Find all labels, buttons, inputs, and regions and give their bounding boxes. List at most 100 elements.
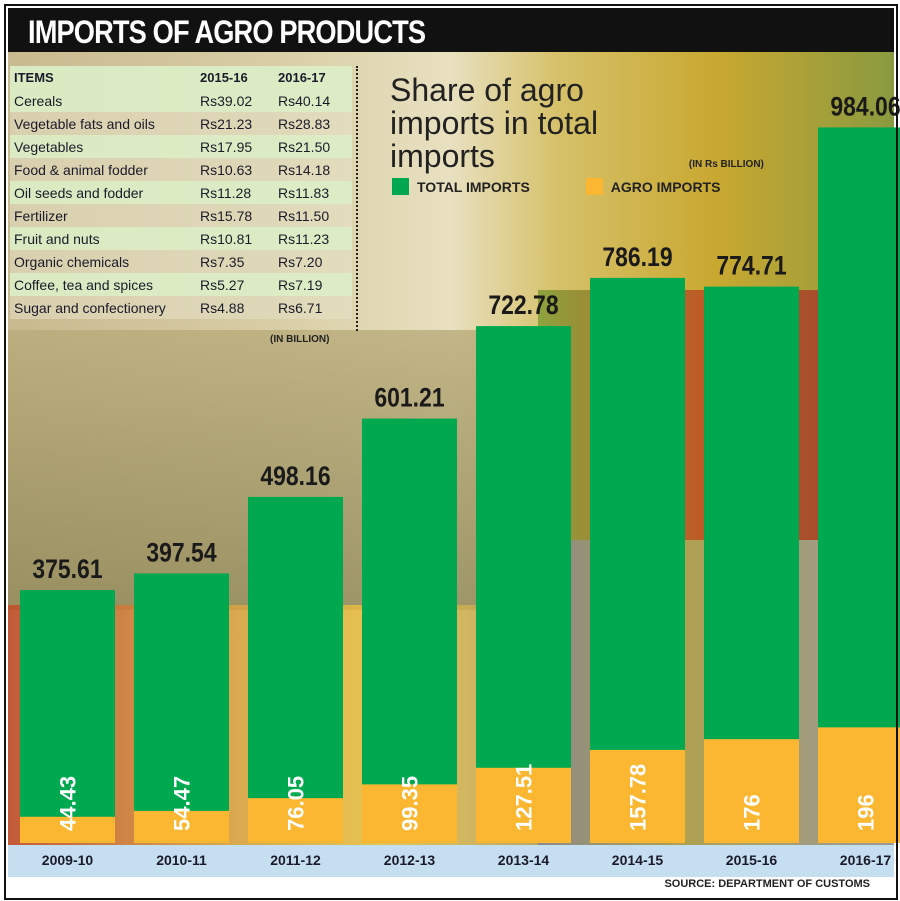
item-value: Rs11.50 [274,204,352,227]
bar-agro-imports [362,784,457,843]
table-row: Food & animal fodder Rs10.63 Rs14.18 [10,158,352,181]
bar-total-imports [362,418,457,843]
bar-agro-imports [20,816,115,843]
table-row: Sugar and confectionery Rs4.88 Rs6.71 [10,296,352,319]
table-unit-note: (IN BILLION) [270,334,330,345]
item-value: Rs11.28 [196,181,274,204]
bar-total-imports [20,590,115,843]
total-value-label: 601.21 [374,383,444,413]
item-name: Fruit and nuts [10,227,196,250]
page-title: IMPORTS OF AGRO PRODUCTS [28,14,426,50]
table-row: Organic chemicals Rs7.35 Rs7.20 [10,250,352,273]
agro-value-label: 76.05 [284,776,309,831]
x-tick-label: 2011-12 [270,852,321,868]
table-row: Cereals Rs39.02 Rs40.14 [10,89,352,112]
item-value: Rs14.18 [274,158,352,181]
agro-value-label: 176 [740,794,765,831]
item-name: Oil seeds and fodder [10,181,196,204]
bar-total-imports [476,326,571,843]
item-name: Vegetables [10,135,196,158]
legend: TOTAL IMPORTS AGRO IMPORTS [392,178,720,195]
item-value: Rs5.27 [196,273,274,296]
item-value: Rs21.23 [196,112,274,135]
item-name: Organic chemicals [10,250,196,273]
bar-agro-imports [704,739,799,843]
total-value-label: 722.78 [488,290,558,320]
agro-value-label: 54.47 [170,776,195,831]
item-value: Rs17.95 [196,135,274,158]
table-row: Fruit and nuts Rs10.81 Rs11.23 [10,227,352,250]
x-tick-label: 2009-10 [42,852,94,868]
bar-total-imports [590,277,685,844]
chart-title-text: Share of agro imports in total imports [390,72,599,174]
item-name: Fertilizer [10,204,196,227]
item-value: Rs28.83 [274,112,352,135]
item-value: Rs4.88 [196,296,274,319]
legend-label-total: TOTAL IMPORTS [417,178,530,195]
agro-value-label: 99.35 [398,776,423,831]
item-value: Rs6.71 [274,296,352,319]
x-axis-band [8,845,894,877]
legend-label-agro: AGRO IMPORTS [610,178,721,195]
table-row: Vegetable fats and oils Rs21.23 Rs28.83 [10,112,352,135]
x-tick-label: 2015-16 [726,852,778,868]
table-row: Fertilizer Rs15.78 Rs11.50 [10,204,352,227]
total-value-label: 774.71 [716,251,786,281]
bar-agro-imports [248,798,343,843]
column-header: 2015-16 [196,66,274,89]
bar-agro-imports [590,749,685,843]
item-name: Sugar and confectionery [10,296,196,319]
item-name: Coffee, tea and spices [10,273,196,296]
legend-swatch-agro [585,178,603,195]
column-header: 2016-17 [274,66,352,89]
item-value: Rs39.02 [196,89,274,112]
item-name: Vegetable fats and oils [10,112,196,135]
x-tick-label: 2013-14 [498,852,550,868]
item-value: Rs11.83 [274,181,352,204]
x-tick-label: 2016-17 [840,852,892,868]
total-value-label: 984.06 [830,92,900,122]
item-value: Rs7.20 [274,250,352,273]
item-name: Cereals [10,89,196,112]
bar-agro-imports [476,767,571,843]
item-value: Rs10.81 [196,227,274,250]
x-tick-label: 2012-13 [384,852,436,868]
table-row: Vegetables Rs17.95 Rs21.50 [10,135,352,158]
dotted-divider [356,66,358,331]
total-value-label: 375.61 [32,554,102,584]
agro-value-label: 44.43 [56,776,81,831]
item-value: Rs15.78 [196,204,274,227]
title-bar: IMPORTS OF AGRO PRODUCTS [8,8,894,52]
items-table: ITEMS 2015-16 2016-17 Cereals Rs39.02 Rs40… [10,66,352,319]
agro-value-label: 157.78 [626,764,651,831]
column-header: ITEMS [10,66,196,89]
bar-agro-imports [818,727,900,843]
item-value: Rs7.19 [274,273,352,296]
agro-value-label: 196 [854,794,879,831]
item-value: Rs40.14 [274,89,352,112]
x-tick-label: 2010-11 [156,852,207,868]
legend-swatch-total [392,178,409,195]
item-value: Rs10.63 [196,158,274,181]
item-value: Rs7.35 [196,250,274,273]
bar-total-imports [134,573,229,843]
total-value-label: 786.19 [602,242,672,272]
chart-unit: (IN Rs BILLION) [688,159,764,170]
table-header-row: ITEMS 2015-16 2016-17 [10,66,352,89]
bar-agro-imports [134,810,229,843]
chart-title: Share of agro imports in total imports (… [390,74,764,181]
item-name: Food & animal fodder [10,158,196,181]
table-row: Oil seeds and fodder Rs11.28 Rs11.83 [10,181,352,204]
total-value-label: 397.54 [146,538,216,568]
agro-value-label: 127.51 [512,764,537,831]
table-row: Coffee, tea and spices Rs5.27 Rs7.19 [10,273,352,296]
total-value-label: 498.16 [260,461,330,491]
item-value: Rs21.50 [274,135,352,158]
source-note: SOURCE: DEPARTMENT OF CUSTOMS [664,878,870,890]
bar-total-imports [818,127,900,844]
x-tick-label: 2014-15 [612,852,664,868]
bar-total-imports [248,496,343,843]
item-value: Rs11.23 [274,227,352,250]
